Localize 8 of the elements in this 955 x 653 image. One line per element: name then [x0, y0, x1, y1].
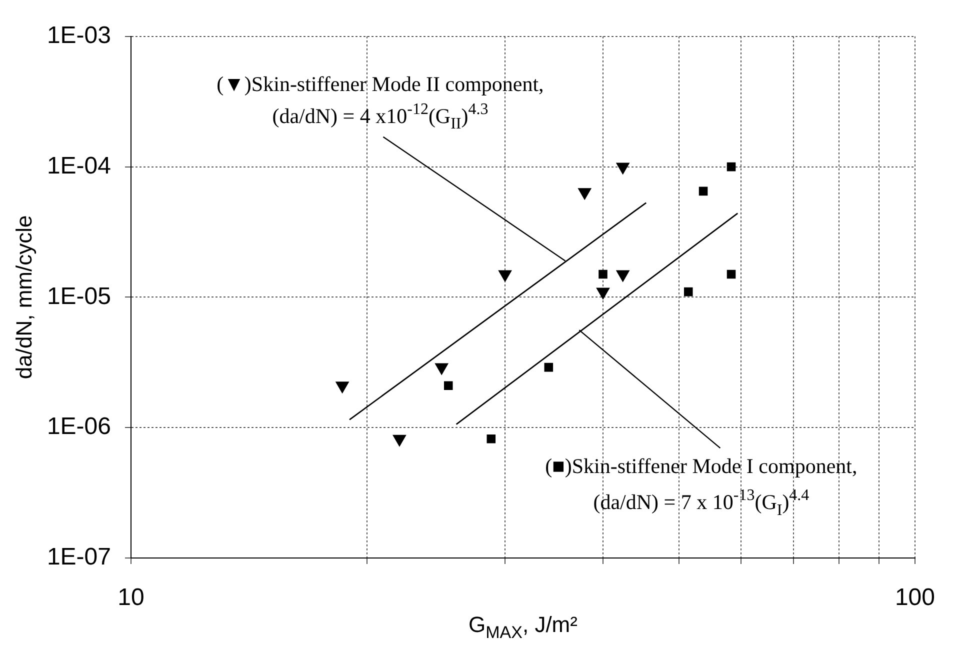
y-axis-title: da/dN, mm/cycle	[11, 215, 36, 380]
y-tick-label: 1E-06	[46, 413, 111, 440]
y-tick-label: 1E-03	[46, 22, 111, 50]
y-tick-label: 1E-07	[46, 544, 111, 571]
x-tick-label: 100	[894, 584, 935, 612]
x-tick-label: 10	[118, 584, 144, 612]
y-tick-label: 1E-04	[46, 152, 111, 180]
y-tick-label: 1E-05	[46, 282, 111, 310]
